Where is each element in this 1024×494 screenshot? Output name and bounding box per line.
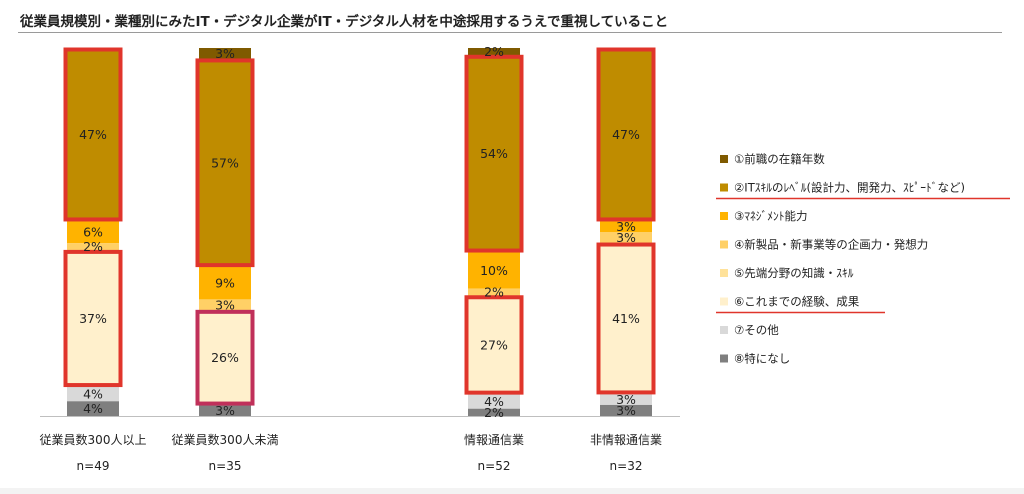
data-label-3-8: 2%: [484, 405, 504, 420]
data-label-1-8: 4%: [83, 401, 103, 416]
bar-segment-3-4: [468, 288, 520, 296]
bar-segment-3-1: [468, 48, 520, 56]
data-label-2-8: 3%: [215, 403, 235, 418]
bar-segment-2-1: [199, 48, 251, 59]
data-label-3-4: 2%: [484, 285, 504, 300]
bar-segment-4-4: [600, 232, 652, 244]
data-label-3-3: 10%: [480, 263, 508, 278]
data-label-1-2: 47%: [79, 127, 107, 142]
bar-segment-1-3: [67, 220, 119, 244]
bar-segment-2-8: [199, 405, 251, 416]
bar-segment-4-8: [600, 404, 652, 416]
data-label-4-2: 47%: [612, 127, 640, 142]
legend-label-1: ①前職の在籍年数: [734, 152, 825, 166]
legend-swatch-7: [720, 326, 728, 334]
bar-segment-4-2: [600, 48, 652, 221]
bar-segment-1-2: [67, 48, 119, 221]
bar-segment-3-6: [468, 295, 520, 395]
data-label-1-3: 6%: [83, 225, 103, 240]
bar-segment-2-6: [199, 310, 251, 406]
bar-segment-3-8: [468, 408, 520, 416]
bar-segment-1-6: [67, 250, 119, 387]
data-label-4-6: 41%: [612, 311, 640, 326]
legend-label-3: ③ﾏﾈｼﾞﾒﾝﾄ能力: [734, 209, 808, 223]
legend-label-2: ②ITｽｷﾙのﾚﾍﾞﾙ(設計力、開発力、ｽﾋﾟｰﾄﾞなど): [734, 181, 965, 195]
legend-swatch-6: [720, 297, 728, 306]
highlight-box-2-2: [195, 58, 255, 268]
legend-swatch-3: [720, 212, 728, 220]
legend-swatch-1: [720, 155, 728, 163]
data-label-3-1: 2%: [484, 44, 504, 59]
legend-label-5: ⑤先端分野の知識・ｽｷﾙ: [734, 266, 854, 280]
category-label-1: 従業員数300人以上: [40, 432, 147, 447]
data-label-1-7: 4%: [83, 386, 103, 401]
data-label-2-2: 57%: [211, 155, 239, 170]
data-label-3-7: 4%: [484, 394, 504, 409]
bar-segment-1-8: [67, 401, 119, 416]
bar-segment-4-6: [600, 243, 652, 394]
category-n-4: n=32: [610, 459, 643, 473]
bar-segment-3-2: [468, 55, 520, 253]
category-n-3: n=52: [478, 459, 511, 473]
data-label-1-6: 37%: [79, 311, 107, 326]
bar-segment-2-4: [199, 299, 251, 311]
legend-label-8: ⑧特になし: [734, 352, 790, 366]
data-label-1-4: 2%: [83, 239, 103, 254]
bar-segment-4-7: [600, 393, 652, 405]
footer-strip: [0, 488, 1024, 494]
data-label-2-1: 3%: [215, 46, 235, 61]
bar-segment-4-3: [600, 220, 652, 232]
data-label-2-6: 26%: [211, 350, 239, 365]
highlight-box-4-6: [596, 242, 656, 395]
data-label-2-3: 9%: [215, 276, 235, 291]
data-label-4-7: 3%: [616, 392, 636, 407]
data-label-3-2: 54%: [480, 146, 508, 161]
category-n-1: n=49: [77, 459, 110, 473]
highlight-box-3-6: [464, 295, 524, 395]
bar-segment-2-2: [199, 58, 251, 267]
highlight-box-2-6: [195, 309, 255, 406]
bar-segment-3-3: [468, 252, 520, 289]
bar-segment-1-7: [67, 386, 119, 402]
title-divider: [18, 32, 1002, 33]
legend-swatch-8: [720, 354, 728, 363]
highlight-box-4-2: [596, 47, 656, 222]
category-n-2: n=35: [209, 459, 242, 473]
legend-swatch-4: [720, 240, 728, 249]
legend-swatch-2: [720, 183, 728, 192]
legend-swatch-5: [720, 269, 728, 277]
bar-segment-2-3: [199, 266, 251, 300]
data-label-3-6: 27%: [480, 337, 508, 352]
highlight-box-1-6: [63, 249, 123, 388]
highlight-box-3-2: [464, 54, 524, 253]
legend-label-6: ⑥これまでの経験、成果: [734, 295, 860, 309]
chart-title: 従業員規模別・業種別にみたIT・デジタル企業がIT・デジタル人材を中途採用するう…: [20, 14, 669, 30]
category-label-3: 情報通信業: [464, 433, 524, 447]
bar-segment-3-7: [468, 394, 520, 409]
legend-label-4: ④新製品・新事業等の企画力・発想力: [734, 238, 928, 252]
category-label-2: 従業員数300人未満: [172, 432, 279, 447]
data-label-4-4: 3%: [616, 230, 636, 245]
bar-segment-1-4: [67, 243, 119, 251]
legend-label-7: ⑦その他: [734, 323, 779, 337]
data-label-4-3: 3%: [616, 219, 636, 234]
highlight-box-1-2: [63, 47, 123, 222]
data-label-2-4: 3%: [215, 297, 235, 312]
data-label-4-8: 3%: [616, 403, 636, 418]
category-label-4: 非情報通信業: [590, 433, 662, 447]
